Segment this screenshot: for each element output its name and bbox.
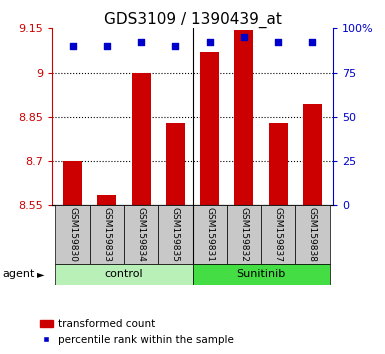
Text: control: control: [105, 269, 143, 279]
Point: [241, 34, 247, 40]
Bar: [124, 205, 158, 264]
Text: ►: ►: [37, 269, 44, 279]
Text: Sunitinib: Sunitinib: [236, 269, 286, 279]
Point: [69, 43, 75, 49]
Bar: [192, 205, 227, 264]
Text: agent: agent: [2, 269, 34, 279]
Point: [172, 43, 178, 49]
Bar: [234, 30, 253, 205]
Point: [275, 40, 281, 45]
Bar: [295, 205, 330, 264]
Bar: [55, 205, 90, 264]
Bar: [158, 205, 192, 264]
Bar: [55, 264, 192, 285]
Text: GSM159833: GSM159833: [102, 207, 111, 262]
Bar: [200, 52, 219, 205]
Point: [104, 43, 110, 49]
Text: GSM159837: GSM159837: [274, 207, 283, 262]
Point: [310, 40, 316, 45]
Text: GSM159835: GSM159835: [171, 207, 180, 262]
Bar: [166, 123, 185, 205]
Bar: [132, 73, 151, 205]
Bar: [63, 161, 82, 205]
Bar: [303, 104, 322, 205]
Point: [207, 40, 213, 45]
Text: GSM159830: GSM159830: [68, 207, 77, 262]
Legend: transformed count, percentile rank within the sample: transformed count, percentile rank withi…: [36, 315, 238, 349]
Bar: [97, 195, 116, 205]
Bar: [269, 123, 288, 205]
Bar: [90, 205, 124, 264]
Text: GSM159832: GSM159832: [239, 207, 248, 262]
Text: GSM159831: GSM159831: [205, 207, 214, 262]
Text: GSM159834: GSM159834: [137, 207, 146, 262]
Bar: [261, 205, 295, 264]
Point: [138, 40, 144, 45]
Title: GDS3109 / 1390439_at: GDS3109 / 1390439_at: [104, 12, 281, 28]
Bar: [192, 264, 330, 285]
Text: GSM159838: GSM159838: [308, 207, 317, 262]
Bar: [227, 205, 261, 264]
